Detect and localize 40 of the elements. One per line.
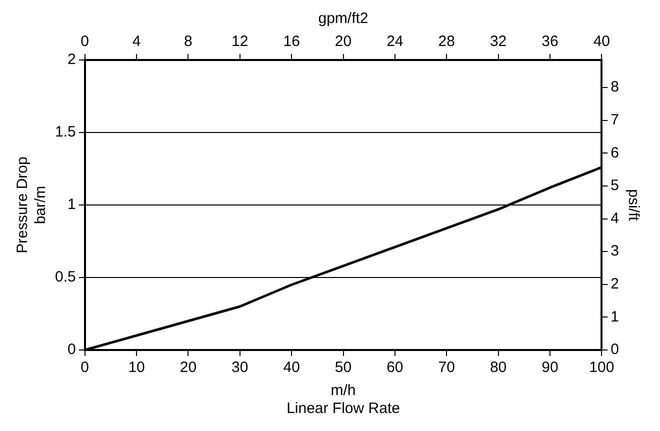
x-tick-label: 20: [180, 359, 197, 376]
x2-tick-label: 36: [542, 33, 558, 50]
y2-tick-label: 0: [610, 341, 619, 358]
y2-tick-label: 7: [610, 112, 619, 129]
y2-tick-label: 5: [610, 177, 619, 194]
x-tick-label: 50: [334, 359, 352, 376]
x-tick-label: 0: [80, 359, 90, 376]
x-tick-label: 90: [542, 359, 558, 376]
y-tick-label: 0.5: [54, 268, 76, 286]
x-tick-label: 40: [283, 359, 300, 376]
y2-tick-label: 1: [610, 308, 619, 326]
y-axis-title: Pressure Drop bar/m: [14, 156, 50, 254]
y-tick-label: 1: [68, 196, 76, 214]
x2-tick-label: 28: [438, 33, 455, 50]
x-tick-label: 10: [128, 359, 145, 376]
x2-tick-label: 40: [593, 33, 610, 50]
x-tick-label: 30: [232, 359, 248, 376]
x2-tick-label: 4: [132, 33, 141, 50]
x2-tick-label: 20: [334, 33, 352, 50]
x2-tick-label: 24: [386, 33, 404, 50]
y2-tick-label: 2: [610, 276, 619, 293]
y2-tick-label: 6: [610, 144, 619, 162]
x-tick-label: 100: [589, 359, 614, 376]
x-tick-label: 80: [490, 359, 507, 376]
y2-axis-title: psi/ft: [624, 189, 642, 222]
x-tick-label: 70: [438, 359, 455, 376]
y2-tick-label: 3: [610, 242, 619, 260]
x-axis-title: m/h Linear Flow Rate: [286, 382, 400, 418]
y-tick-label: 2: [68, 51, 76, 68]
x2-axis-title: gpm/ft2: [318, 10, 368, 28]
y-tick-label: 0: [68, 341, 76, 358]
x2-tick-label: 8: [184, 33, 192, 50]
x2-tick-label: 16: [283, 33, 300, 50]
y-tick-label: 1.5: [54, 124, 76, 141]
x-tick-label: 60: [386, 359, 404, 376]
x2-tick-label: 12: [232, 33, 248, 50]
x2-tick-label: 32: [490, 33, 507, 50]
y2-tick-label: 4: [610, 210, 619, 227]
x2-tick-label: 0: [80, 33, 90, 50]
y2-tick-label: 8: [610, 78, 619, 96]
